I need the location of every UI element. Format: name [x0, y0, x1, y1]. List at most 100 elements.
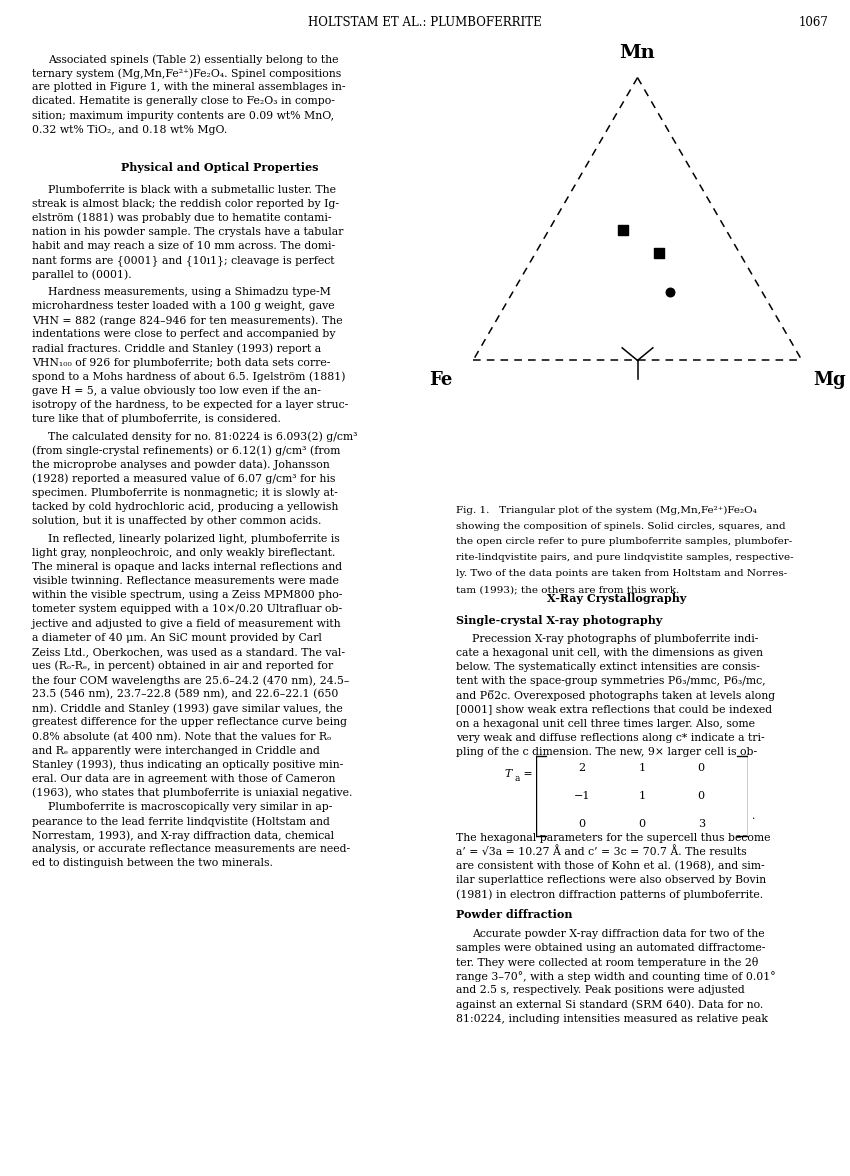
Text: below. The systematically extinct intensities are consis-: below. The systematically extinct intens…	[456, 662, 760, 673]
Text: light gray, nonpleochroic, and only weakly bireflectant.: light gray, nonpleochroic, and only weak…	[32, 548, 336, 559]
Text: a diameter of 40 μm. An SiC mount provided by Carl: a diameter of 40 μm. An SiC mount provid…	[32, 633, 322, 643]
Text: 1: 1	[638, 791, 645, 801]
Text: parallel to (0001).: parallel to (0001).	[32, 269, 132, 280]
Text: Plumboferrite is black with a submetallic luster. The: Plumboferrite is black with a submetalli…	[48, 185, 336, 195]
Text: (1928) reported a measured value of 6.07 g/cm³ for his: (1928) reported a measured value of 6.07…	[32, 474, 336, 485]
Text: within the visible spectrum, using a Zeiss MPM800 pho-: within the visible spectrum, using a Zei…	[32, 590, 343, 601]
Point	[664, 282, 677, 301]
Text: ter. They were collected at room temperature in the 2θ: ter. They were collected at room tempera…	[456, 957, 759, 968]
Text: ed to distinguish between the two minerals.: ed to distinguish between the two minera…	[32, 858, 273, 869]
Text: jective and adjusted to give a field of measurement with: jective and adjusted to give a field of …	[32, 619, 341, 629]
Text: showing the composition of spinels. Solid circles, squares, and: showing the composition of spinels. Soli…	[456, 522, 786, 530]
Text: 0: 0	[579, 818, 586, 829]
Text: microhardness tester loaded with a 100 g weight, gave: microhardness tester loaded with a 100 g…	[32, 301, 335, 312]
Text: against an external Si standard (SRM 640). Data for no.: against an external Si standard (SRM 640…	[456, 1000, 763, 1010]
Text: ture like that of plumboferrite, is considered.: ture like that of plumboferrite, is cons…	[32, 414, 281, 425]
Text: −1: −1	[574, 791, 591, 801]
Text: Fig. 1.   Triangular plot of the system (Mg,Mn,Fe²⁺)Fe₂O₄: Fig. 1. Triangular plot of the system (M…	[456, 506, 757, 515]
Text: indentations were close to perfect and accompanied by: indentations were close to perfect and a…	[32, 329, 336, 340]
Text: HOLTSTAM ET AL.: PLUMBOFERRITE: HOLTSTAM ET AL.: PLUMBOFERRITE	[308, 16, 542, 29]
Text: dicated. Hematite is generally close to Fe₂O₃ in compo-: dicated. Hematite is generally close to …	[32, 96, 335, 107]
Text: 1: 1	[638, 763, 645, 773]
Text: Physical and Optical Properties: Physical and Optical Properties	[121, 162, 318, 173]
Text: 2: 2	[579, 763, 586, 773]
Text: (from single-crystal refinements) or 6.12(1) g/cm³ (from: (from single-crystal refinements) or 6.1…	[32, 446, 341, 456]
Text: ly. Two of the data points are taken from Holtstam and Norres-: ly. Two of the data points are taken fro…	[456, 569, 788, 579]
Point	[616, 221, 630, 240]
Text: 0: 0	[698, 763, 705, 773]
Text: ternary system (Mg,Mn,Fe²⁺)Fe₂O₄. Spinel compositions: ternary system (Mg,Mn,Fe²⁺)Fe₂O₄. Spinel…	[32, 68, 342, 79]
Text: Mg: Mg	[813, 370, 846, 388]
Text: habit and may reach a size of 10 mm across. The domi-: habit and may reach a size of 10 mm acro…	[32, 241, 336, 252]
Text: are consistent with those of Kohn et al. (1968), and sim-: are consistent with those of Kohn et al.…	[456, 861, 765, 871]
Text: isotropy of the hardness, to be expected for a layer struc-: isotropy of the hardness, to be expected…	[32, 400, 348, 410]
Text: (1981) in electron diffraction patterns of plumboferrite.: (1981) in electron diffraction patterns …	[456, 889, 763, 900]
Text: cate a hexagonal unit cell, with the dimensions as given: cate a hexagonal unit cell, with the dim…	[456, 648, 763, 659]
Text: Stanley (1993), thus indicating an optically positive min-: Stanley (1993), thus indicating an optic…	[32, 760, 343, 770]
Text: (1963), who states that plumboferrite is uniaxial negative.: (1963), who states that plumboferrite is…	[32, 788, 353, 799]
Text: and Rₑ apparently were interchanged in Criddle and: and Rₑ apparently were interchanged in C…	[32, 746, 320, 756]
Text: gave H = 5, a value obviously too low even if the an-: gave H = 5, a value obviously too low ev…	[32, 386, 321, 396]
Text: samples were obtained using an automated diffractome-: samples were obtained using an automated…	[456, 943, 766, 954]
Text: solution, but it is unaffected by other common acids.: solution, but it is unaffected by other …	[32, 516, 321, 527]
Text: tacked by cold hydrochloric acid, producing a yellowish: tacked by cold hydrochloric acid, produc…	[32, 502, 338, 513]
Text: VHN₁₀₀ of 926 for plumboferrite; both data sets corre-: VHN₁₀₀ of 926 for plumboferrite; both da…	[32, 358, 331, 368]
Text: tometer system equipped with a 10×/0.20 Ultrafluar ob-: tometer system equipped with a 10×/0.20 …	[32, 604, 343, 615]
Text: nant forms are {0001} and {10ı1}; cleavage is perfect: nant forms are {0001} and {10ı1}; cleava…	[32, 255, 335, 266]
Text: Hardness measurements, using a Shimadzu type-M: Hardness measurements, using a Shimadzu …	[48, 287, 331, 298]
Text: visible twinning. Reflectance measurements were made: visible twinning. Reflectance measuremen…	[32, 576, 339, 587]
Text: Precession X-ray photographs of plumboferrite indi-: Precession X-ray photographs of plumbofe…	[472, 634, 758, 644]
Text: 0: 0	[698, 791, 705, 801]
Text: a: a	[514, 774, 519, 783]
Text: greatest difference for the upper reflectance curve being: greatest difference for the upper reflec…	[32, 717, 348, 728]
Text: pearance to the lead ferrite lindqvistite (Holtstam and: pearance to the lead ferrite lindqvistit…	[32, 816, 330, 827]
Text: Accurate powder X-ray diffraction data for two of the: Accurate powder X-ray diffraction data f…	[472, 929, 764, 940]
Text: The hexagonal parameters for the supercell thus become: The hexagonal parameters for the superce…	[456, 833, 771, 843]
Text: pling of the c dimension. The new, 9× larger cell is ob-: pling of the c dimension. The new, 9× la…	[456, 747, 757, 757]
Text: The calculated density for no. 81:0224 is 6.093(2) g/cm³: The calculated density for no. 81:0224 i…	[48, 432, 357, 442]
Text: Norrestam, 1993), and X-ray diffraction data, chemical: Norrestam, 1993), and X-ray diffraction …	[32, 830, 334, 841]
Text: tent with the space-group symmetries P6₃/mmc, P6₃/mc,: tent with the space-group symmetries P6₃…	[456, 676, 766, 687]
Text: on a hexagonal unit cell three times larger. Also, some: on a hexagonal unit cell three times lar…	[456, 719, 756, 729]
Text: very weak and diffuse reflections along c* indicate a tri-: very weak and diffuse reflections along …	[456, 733, 765, 743]
Text: range 3–70°, with a step width and counting time of 0.01°: range 3–70°, with a step width and count…	[456, 971, 776, 982]
Text: eral. Our data are in agreement with those of Cameron: eral. Our data are in agreement with tho…	[32, 774, 336, 784]
Text: Associated spinels (Table 2) essentially belong to the: Associated spinels (Table 2) essentially…	[48, 54, 338, 65]
Text: the microprobe analyses and powder data). Johansson: the microprobe analyses and powder data)…	[32, 460, 330, 470]
Text: and P6̅2c. Overexposed photographs taken at levels along: and P6̅2c. Overexposed photographs taken…	[456, 690, 775, 701]
Text: Mn: Mn	[620, 45, 655, 62]
Text: [0001] show weak extra reflections that could be indexed: [0001] show weak extra reflections that …	[456, 704, 773, 715]
Text: 0.8% absolute (at 400 nm). Note that the values for Rₒ: 0.8% absolute (at 400 nm). Note that the…	[32, 731, 332, 742]
Text: Zeiss Ltd., Oberkochen, was used as a standard. The val-: Zeiss Ltd., Oberkochen, was used as a st…	[32, 647, 345, 657]
Text: are plotted in Figure 1, with the mineral assemblages in-: are plotted in Figure 1, with the minera…	[32, 82, 346, 93]
Text: a’ = √3a = 10.27 Å and c’ = 3c = 70.7 Å. The results: a’ = √3a = 10.27 Å and c’ = 3c = 70.7 Å.…	[456, 847, 747, 857]
Text: =: =	[520, 769, 533, 780]
Text: In reflected, linearly polarized light, plumboferrite is: In reflected, linearly polarized light, …	[48, 534, 339, 544]
Text: 0.32 wt% TiO₂, and 0.18 wt% MgO.: 0.32 wt% TiO₂, and 0.18 wt% MgO.	[32, 125, 228, 135]
Text: X-Ray Crystallography: X-Ray Crystallography	[547, 593, 686, 603]
Text: analysis, or accurate reflectance measurements are need-: analysis, or accurate reflectance measur…	[32, 844, 350, 855]
Text: elström (1881) was probably due to hematite contami-: elström (1881) was probably due to hemat…	[32, 213, 332, 223]
Text: VHN = 882 (range 824–946 for ten measurements). The: VHN = 882 (range 824–946 for ten measure…	[32, 315, 343, 326]
Text: sition; maximum impurity contents are 0.09 wt% MnO,: sition; maximum impurity contents are 0.…	[32, 111, 334, 121]
Text: 0: 0	[638, 818, 645, 829]
Text: Single-crystal X-ray photography: Single-crystal X-ray photography	[456, 615, 663, 626]
Text: spond to a Mohs hardness of about 6.5. Igelström (1881): spond to a Mohs hardness of about 6.5. I…	[32, 372, 346, 382]
Text: .: .	[752, 811, 756, 822]
Text: 23.5 (546 nm), 23.7–22.8 (589 nm), and 22.6–22.1 (650: 23.5 (546 nm), 23.7–22.8 (589 nm), and 2…	[32, 689, 338, 700]
Text: the open circle refer to pure plumboferrite samples, plumbofer-: the open circle refer to pure plumboferr…	[456, 537, 793, 547]
Text: 1067: 1067	[799, 16, 829, 29]
Text: nm). Criddle and Stanley (1993) gave similar values, the: nm). Criddle and Stanley (1993) gave sim…	[32, 703, 343, 714]
Text: radial fractures. Criddle and Stanley (1993) report a: radial fractures. Criddle and Stanley (1…	[32, 343, 321, 354]
Text: ues (Rₒ-Rₑ, in percent) obtained in air and reported for: ues (Rₒ-Rₑ, in percent) obtained in air …	[32, 661, 333, 671]
Text: specimen. Plumboferrite is nonmagnetic; it is slowly at-: specimen. Plumboferrite is nonmagnetic; …	[32, 488, 338, 499]
Text: and 2.5 s, respectively. Peak positions were adjusted: and 2.5 s, respectively. Peak positions …	[456, 985, 745, 996]
Text: rite-lindqvistite pairs, and pure lindqvistite samples, respective-: rite-lindqvistite pairs, and pure lindqv…	[456, 554, 794, 562]
Text: 81:0224, including intensities measured as relative peak: 81:0224, including intensities measured …	[456, 1014, 768, 1024]
Text: streak is almost black; the reddish color reported by Ig-: streak is almost black; the reddish colo…	[32, 199, 339, 209]
Point	[653, 245, 666, 263]
Text: ilar superlattice reflections were also observed by Bovin: ilar superlattice reflections were also …	[456, 875, 767, 886]
Text: Plumboferrite is macroscopically very similar in ap-: Plumboferrite is macroscopically very si…	[48, 802, 332, 813]
Text: 3: 3	[698, 818, 705, 829]
Text: Powder diffraction: Powder diffraction	[456, 909, 573, 920]
